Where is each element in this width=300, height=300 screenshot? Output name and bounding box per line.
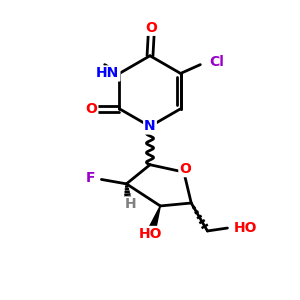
Text: H: H xyxy=(125,197,137,212)
Text: N: N xyxy=(144,119,156,134)
Text: Cl: Cl xyxy=(209,55,224,69)
Text: O: O xyxy=(85,102,98,116)
Text: HN: HN xyxy=(96,66,119,80)
Text: F: F xyxy=(86,171,95,185)
Text: HO: HO xyxy=(234,221,257,235)
Text: HO: HO xyxy=(138,227,162,241)
Text: O: O xyxy=(146,21,158,35)
Polygon shape xyxy=(148,206,160,232)
Text: O: O xyxy=(179,162,191,176)
